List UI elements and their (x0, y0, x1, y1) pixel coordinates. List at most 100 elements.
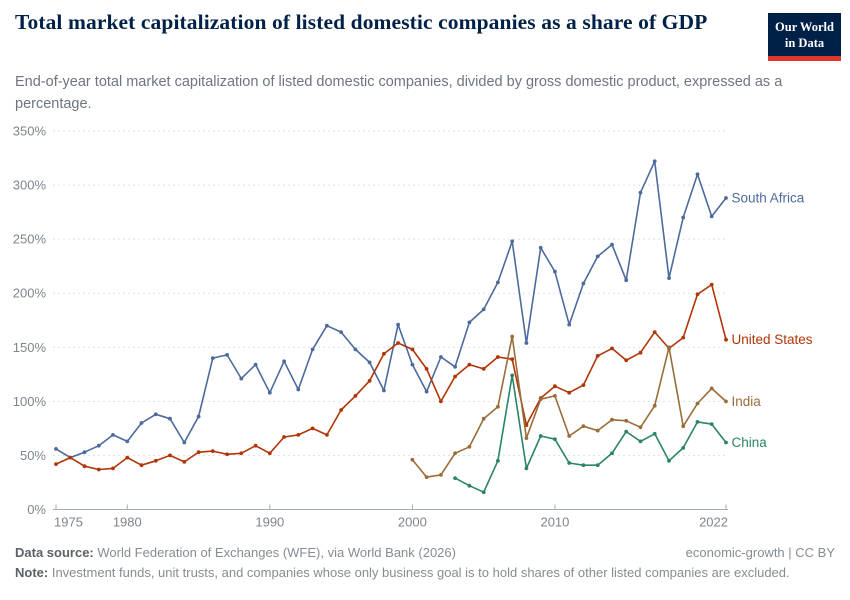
data-point-united-states-1989[interactable] (253, 443, 258, 448)
data-point-china-2012[interactable] (581, 463, 586, 468)
data-point-south-africa-2018[interactable] (667, 276, 671, 280)
owid-logo[interactable]: Our World in Data (768, 13, 841, 61)
data-point-south-africa-1996[interactable] (353, 347, 358, 352)
data-point-china-2015[interactable] (624, 429, 629, 434)
data-point-south-africa-1979[interactable] (111, 433, 115, 437)
data-point-india-2019[interactable] (681, 424, 686, 429)
data-point-china-2014[interactable] (610, 451, 614, 456)
data-point-united-states-1994[interactable] (325, 433, 329, 437)
data-point-china-2011[interactable] (567, 461, 572, 465)
data-point-united-states-1984[interactable] (182, 460, 187, 464)
data-point-united-states-1997[interactable] (367, 378, 372, 383)
data-point-south-africa-1989[interactable] (253, 362, 258, 367)
data-point-india-2008[interactable] (524, 436, 529, 440)
data-point-india-2002[interactable] (439, 473, 443, 477)
data-point-south-africa-2019[interactable] (681, 215, 686, 220)
data-point-south-africa-2010[interactable] (553, 269, 557, 274)
data-point-india-2011[interactable] (567, 434, 572, 438)
data-point-south-africa-2015[interactable] (624, 278, 629, 283)
data-point-south-africa-1977[interactable] (82, 450, 87, 455)
data-point-south-africa-2009[interactable] (538, 245, 543, 250)
data-point-united-states-2013[interactable] (595, 354, 600, 358)
data-point-china-2013[interactable] (595, 463, 600, 468)
data-point-south-africa-2016[interactable] (638, 190, 643, 195)
data-point-south-africa-2008[interactable] (524, 341, 529, 345)
data-point-united-states-1993[interactable] (310, 426, 315, 431)
data-point-united-states-2012[interactable] (581, 383, 586, 387)
data-point-united-states-2020[interactable] (695, 292, 700, 297)
data-point-south-africa-1981[interactable] (139, 421, 144, 425)
data-point-china-2017[interactable] (652, 431, 657, 436)
data-point-china-2018[interactable] (667, 458, 671, 463)
data-point-south-africa-1980[interactable] (125, 439, 130, 444)
data-point-china-2019[interactable] (681, 446, 686, 450)
data-point-united-states-2001[interactable] (424, 367, 429, 371)
data-point-south-africa-1997[interactable] (367, 360, 372, 365)
data-point-china-2009[interactable] (538, 434, 543, 438)
data-point-south-africa-1988[interactable] (239, 376, 244, 381)
data-point-south-africa-1998[interactable] (382, 388, 386, 393)
data-point-south-africa-1975[interactable] (54, 447, 58, 451)
data-point-united-states-1978[interactable] (96, 467, 101, 472)
data-point-united-states-1999[interactable] (396, 341, 400, 345)
data-point-united-states-2015[interactable] (624, 358, 629, 363)
data-point-south-africa-2022[interactable] (724, 196, 728, 200)
data-point-china-2008[interactable] (524, 466, 529, 471)
data-point-united-states-2016[interactable] (638, 350, 643, 355)
data-point-united-states-1987[interactable] (225, 452, 230, 457)
data-point-china-2004[interactable] (467, 483, 472, 488)
series-label-south-africa[interactable]: South Africa (732, 191, 805, 206)
data-point-united-states-2005[interactable] (481, 367, 486, 371)
series-label-india[interactable]: India (732, 394, 762, 409)
data-point-india-2015[interactable] (624, 418, 629, 423)
data-point-south-africa-2001[interactable] (424, 389, 429, 394)
data-point-united-states-2017[interactable] (652, 330, 657, 334)
data-point-india-2001[interactable] (424, 475, 429, 479)
data-point-south-africa-2011[interactable] (567, 322, 572, 327)
data-point-united-states-1990[interactable] (267, 451, 272, 456)
data-point-united-states-1977[interactable] (82, 464, 87, 469)
data-point-united-states-1998[interactable] (382, 351, 386, 356)
data-point-south-africa-1991[interactable] (282, 359, 286, 364)
data-point-india-2004[interactable] (467, 444, 472, 449)
series-line-south-africa[interactable] (55, 160, 727, 459)
data-point-united-states-1976[interactable] (68, 455, 73, 460)
data-source-line[interactable]: Data source: World Federation of Exchang… (15, 543, 456, 563)
data-point-united-states-1981[interactable] (139, 463, 144, 468)
data-point-india-2017[interactable] (652, 403, 657, 408)
data-point-south-africa-1983[interactable] (168, 416, 172, 421)
data-point-united-states-1985[interactable] (196, 450, 201, 455)
data-point-south-africa-1992[interactable] (296, 387, 301, 392)
data-point-south-africa-2007[interactable] (510, 239, 515, 244)
data-point-south-africa-1982[interactable] (153, 412, 158, 417)
data-point-south-africa-2004[interactable] (467, 320, 472, 325)
data-point-india-2022[interactable] (724, 399, 728, 404)
data-point-south-africa-2012[interactable] (581, 281, 586, 286)
data-point-united-states-2022[interactable] (724, 337, 728, 342)
data-point-india-2018[interactable] (667, 345, 671, 350)
data-point-united-states-1988[interactable] (239, 451, 244, 456)
data-point-south-africa-2017[interactable] (652, 159, 657, 164)
data-point-united-states-2014[interactable] (610, 346, 614, 351)
data-point-india-2012[interactable] (581, 424, 586, 429)
series-label-china[interactable]: China (732, 435, 768, 450)
license-link[interactable]: economic-growth | CC BY (685, 545, 835, 560)
data-point-united-states-2004[interactable] (467, 362, 472, 367)
data-point-india-2021[interactable] (709, 386, 714, 391)
data-point-south-africa-2021[interactable] (709, 214, 714, 219)
data-point-united-states-1982[interactable] (153, 458, 158, 463)
data-point-china-2003[interactable] (453, 476, 457, 480)
data-point-south-africa-1986[interactable] (210, 356, 215, 360)
data-point-china-2020[interactable] (695, 420, 700, 424)
data-point-united-states-2010[interactable] (553, 384, 557, 389)
data-point-china-2022[interactable] (724, 440, 728, 445)
data-point-united-states-2000[interactable] (410, 347, 415, 352)
data-point-india-2009[interactable] (538, 397, 543, 402)
data-point-india-2005[interactable] (481, 416, 486, 421)
data-point-south-africa-1999[interactable] (396, 322, 400, 327)
data-point-india-2014[interactable] (610, 417, 614, 422)
data-point-south-africa-1993[interactable] (310, 347, 315, 352)
data-point-united-states-1983[interactable] (168, 453, 172, 458)
data-point-united-states-2011[interactable] (567, 390, 572, 395)
data-point-south-africa-1990[interactable] (267, 390, 272, 395)
